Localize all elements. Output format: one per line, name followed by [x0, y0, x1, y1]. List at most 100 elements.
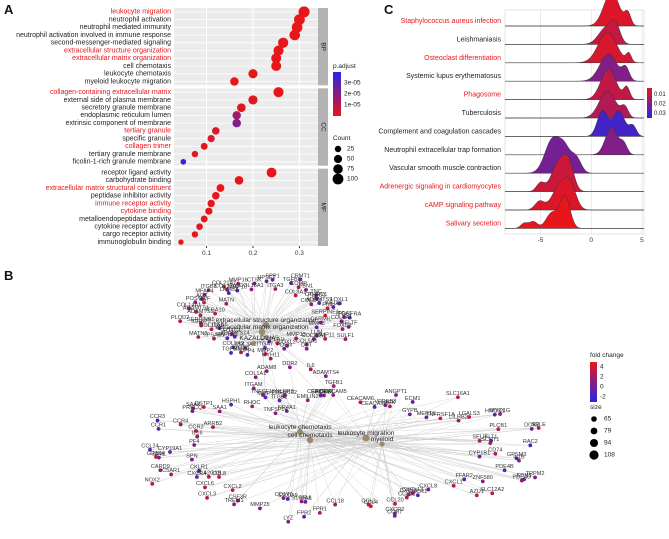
gene-node: [273, 411, 278, 416]
gene-label: SPP1: [265, 274, 279, 280]
hub-node: [251, 340, 257, 346]
gene-node: [229, 351, 233, 355]
gene-label: VWF: [198, 296, 211, 302]
gene-node: [194, 475, 199, 479]
edge: [261, 331, 346, 340]
gene-node: [212, 336, 216, 341]
gene-node: [323, 336, 328, 341]
edge: [158, 443, 383, 458]
gene-label: FOXC1: [222, 328, 241, 334]
gene-node: [277, 398, 282, 403]
gene-label: CARMIL: [310, 316, 331, 322]
edge: [365, 397, 458, 439]
edge: [265, 324, 346, 340]
gene-label: TGFB1: [325, 380, 343, 386]
edge: [160, 431, 301, 471]
gene-label: CCR3: [150, 414, 165, 420]
edge: [204, 294, 255, 344]
gene-node: [451, 483, 456, 488]
edge: [253, 288, 276, 344]
gene-node: [192, 443, 197, 447]
hub-node: [362, 434, 370, 442]
edge: [365, 406, 375, 439]
term-label: peptidase inhibitor activity: [91, 193, 172, 200]
gene-node: [358, 400, 363, 405]
term-label: endoplasmic reticulum lumen: [80, 112, 171, 119]
gene-label: SELE: [532, 422, 547, 428]
gene-label: ITGA1: [336, 311, 352, 317]
gene-label: IL1B: [513, 454, 525, 460]
gene-label: LOXL2: [278, 340, 295, 346]
gene-label: ITGB2: [271, 394, 287, 400]
edge: [223, 286, 263, 333]
pathway-label: Systemic lupus erythematosus: [406, 73, 501, 80]
gene-label: MMP11: [316, 333, 335, 339]
edge: [319, 443, 383, 514]
legend-colorbar: [647, 88, 652, 118]
edge: [365, 437, 396, 504]
gene-node: [455, 395, 460, 400]
legend-size-dot: [333, 154, 343, 164]
gene-node: [206, 474, 211, 479]
edge: [261, 281, 267, 333]
gene-label: SCRT1: [481, 437, 499, 443]
edge: [365, 418, 441, 439]
edge: [204, 437, 367, 488]
gene-label: GSTP1: [195, 401, 213, 407]
gene-label: ITGAM: [245, 382, 263, 388]
edge: [261, 328, 343, 333]
gene-node: [258, 506, 262, 511]
edge: [196, 431, 301, 478]
edge: [149, 443, 383, 450]
gene-node: [230, 488, 235, 492]
gene-label: HAPLN1: [216, 332, 238, 338]
gene-node: [343, 337, 348, 341]
gene-label: COL8A1: [285, 289, 306, 295]
legend-size-label: 94: [604, 440, 612, 447]
ridge-staphylococcus-aureus-infection: [505, 0, 645, 27]
gene-label: CXCL2: [224, 484, 242, 490]
edge: [195, 430, 367, 439]
edge: [169, 443, 383, 453]
gene-node: [275, 341, 280, 346]
edge: [265, 288, 276, 326]
facet-panel-cc: [174, 88, 318, 166]
gene-label: MYH11: [262, 352, 280, 358]
gene-label: GRB14: [147, 451, 165, 457]
term-label: neutrophil activation: [109, 16, 171, 23]
gene-node: [347, 315, 352, 320]
gene-node: [314, 296, 318, 300]
gene-label: CYP19A1: [158, 446, 183, 452]
ridge-camp-signaling-pathway: [505, 177, 644, 211]
gene-label: CEACAM1: [307, 389, 334, 395]
legend-color-label: 0.03: [654, 111, 666, 117]
term-label: second-messenger-mediated signaling: [51, 40, 171, 47]
gene-node: [281, 496, 286, 501]
edge: [288, 439, 311, 522]
edge: [200, 322, 267, 326]
dot: [289, 29, 301, 41]
gene-label: NR4A1: [278, 405, 296, 411]
edge: [266, 371, 301, 433]
edge: [237, 290, 263, 333]
gene-node: [285, 497, 290, 501]
gene-label: C5AR1: [162, 468, 180, 474]
edge: [261, 317, 350, 333]
legend-size-dot: [589, 438, 599, 448]
legend-colorbar: [333, 72, 341, 116]
dot: [273, 87, 284, 98]
gene-node: [201, 405, 206, 409]
gene-label: FN1: [322, 302, 333, 308]
legend-size-label: 100: [347, 176, 358, 183]
gene-label: ADAMTS14: [220, 330, 250, 336]
legend-color-label: 0.01: [654, 92, 666, 98]
gene-label: CTHRC1: [305, 292, 328, 298]
gene-node: [205, 495, 209, 500]
gene-node: [245, 353, 250, 357]
term-label: immune receptor activity: [95, 200, 171, 207]
edge: [365, 401, 413, 439]
gene-node: [519, 478, 524, 483]
gene-label: MMP25: [250, 502, 269, 508]
gene-label: FFAR2: [456, 473, 473, 479]
gene-label: SLC16A1: [446, 391, 470, 397]
